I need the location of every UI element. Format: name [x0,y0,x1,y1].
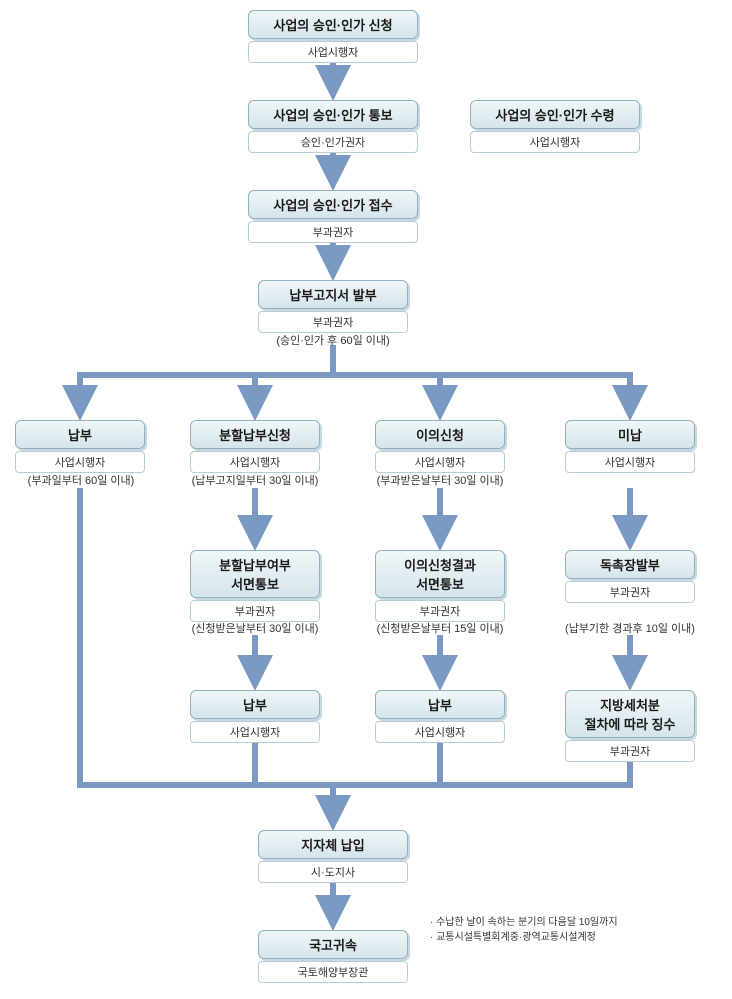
node-installment-result: 분할납부여부 서면통보 부과권자 [190,550,320,622]
node-sub: 부과권자 [248,221,418,243]
node-application: 사업의 승인·인가 신청 사업시행자 [248,10,418,63]
node-objection: 이의신청 사업시행자 [375,420,505,473]
node-sub: 사업시행자 [565,451,695,473]
node-title: 납부 [15,420,145,449]
node-pay-c: 납부 사업시행자 [375,690,505,743]
node-pay: 납부 사업시행자 [15,420,145,473]
node-national-treasury: 국고귀속 국토해양부장관 [258,930,408,983]
note-reminder: (납부기한 경과후 10일 이내) [540,620,720,636]
node-objection-result: 이의신청결과 서면통보 부과권자 [375,550,505,622]
node-issue-notice: 납부고지서 발부 부과권자 [258,280,408,333]
node-sub: 사업시행자 [190,721,320,743]
node-title: 이의신청결과 서면통보 [375,550,505,598]
node-title: 이의신청 [375,420,505,449]
node-local-deposit: 지자체 납입 시·도지사 [258,830,408,883]
node-unpaid: 미납 사업시행자 [565,420,695,473]
node-sub: 부과권자 [190,600,320,622]
node-sub: 사업시행자 [375,721,505,743]
node-sub: 사업시행자 [375,451,505,473]
node-sub: 부과권자 [565,581,695,603]
side-note-line1: · 수납한 날이 속하는 분기의 다음달 10일까지 [430,915,618,930]
node-title: 납부 [375,690,505,719]
node-title: 사업의 승인·인가 신청 [248,10,418,39]
node-receive: 사업의 승인·인가 접수 부과권자 [248,190,418,243]
node-title: 사업의 승인·인가 수령 [470,100,640,129]
node-sub: 국토해양부장관 [258,961,408,983]
note-installment-result: (신청받은날부터 30일 이내) [175,620,335,636]
node-title: 국고귀속 [258,930,408,959]
node-title: 지자체 납입 [258,830,408,859]
node-title: 지방세처분 절차에 따라 징수 [565,690,695,738]
node-sub: 승인·인가권자 [248,131,418,153]
node-title: 납부 [190,690,320,719]
node-sub: 부과권자 [565,740,695,762]
node-title: 분할납부여부 서면통보 [190,550,320,598]
node-reminder: 독촉장발부 부과권자 [565,550,695,603]
node-title: 독촉장발부 [565,550,695,579]
flowchart-container: 사업의 승인·인가 신청 사업시행자 사업의 승인·인가 수령 사업시행자 사업… [10,10,722,989]
note-objection: (부과받은날부터 30일 이내) [360,472,520,488]
node-sub: 사업시행자 [190,451,320,473]
node-sub: 사업시행자 [15,451,145,473]
node-installment-apply: 분할납부신청 사업시행자 [190,420,320,473]
note-installment: (납부고지일부터 30일 이내) [175,472,335,488]
node-title: 사업의 승인·인가 통보 [248,100,418,129]
note-pay: (부과일부터 60일 이내) [10,472,152,488]
node-local-tax-collect: 지방세처분 절차에 따라 징수 부과권자 [565,690,695,762]
node-sub: 사업시행자 [470,131,640,153]
node-receipt-side: 사업의 승인·인가 수령 사업시행자 [470,100,640,153]
note-objection-result: (신청받은날부터 15일 이내) [360,620,520,636]
node-title: 분할납부신청 [190,420,320,449]
side-note: · 수납한 날이 속하는 분기의 다음달 10일까지 · 교통시설특별회계중·광… [430,915,618,945]
node-notify: 사업의 승인·인가 통보 승인·인가권자 [248,100,418,153]
node-sub: 사업시행자 [248,41,418,63]
node-sub: 부과권자 [258,311,408,333]
node-title: 사업의 승인·인가 접수 [248,190,418,219]
node-pay-b: 납부 사업시행자 [190,690,320,743]
node-sub: 부과권자 [375,600,505,622]
node-title: 미납 [565,420,695,449]
node-sub: 시·도지사 [258,861,408,883]
note-issue: (승인·인가 후 60일 이내) [258,332,408,348]
side-note-line2: · 교통시설특별회계중·광역교통시설계정 [430,930,618,945]
node-title: 납부고지서 발부 [258,280,408,309]
